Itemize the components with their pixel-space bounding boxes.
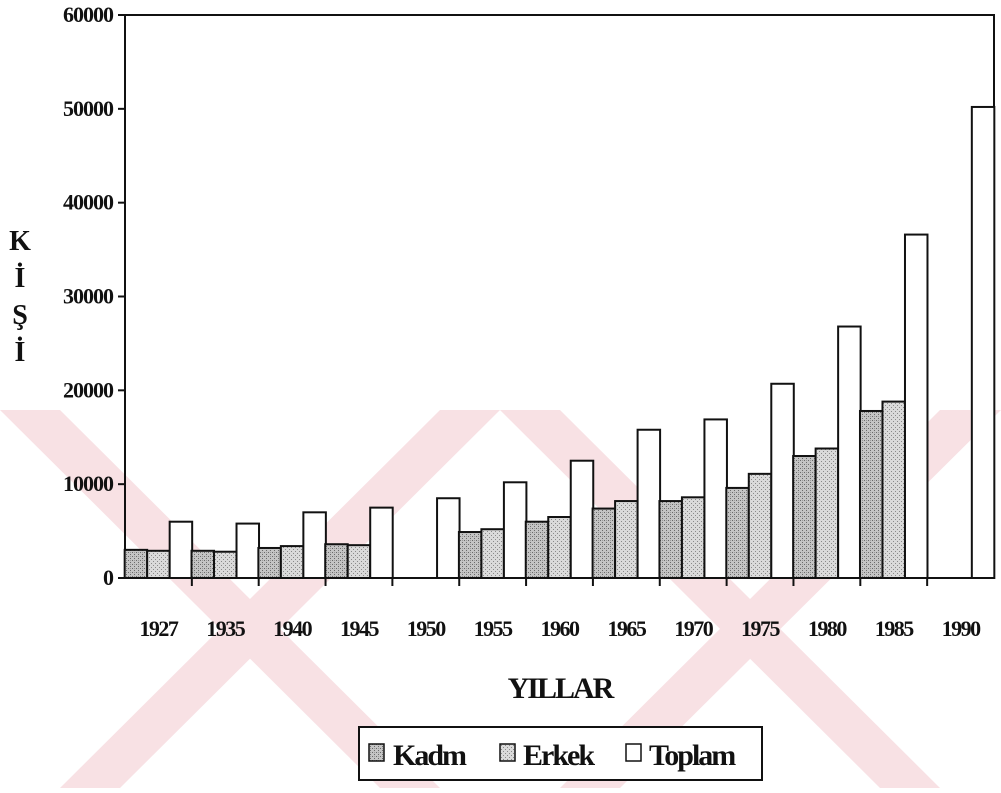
bar-toplam	[369, 506, 394, 579]
legend-frame	[358, 726, 763, 781]
x-tick-label: 1927	[139, 616, 179, 641]
bar-erkek	[480, 528, 505, 579]
x-tick-label: 1955	[474, 616, 514, 641]
bar-kadin	[858, 409, 884, 579]
bar-erkek	[747, 472, 773, 579]
bar-kadin	[792, 455, 817, 579]
y-tick-label: 0	[103, 565, 114, 590]
y-tick-label: 10000	[63, 471, 114, 496]
x-axis: 1927 1935 1940 1945 1950 1955 1960 1965 1970 1975…	[139, 578, 983, 641]
bar-toplam	[436, 497, 461, 579]
y-tick-label: 40000	[63, 190, 114, 215]
bar-erkek	[680, 496, 706, 580]
y-axis-title-char: Ş	[12, 300, 28, 331]
bar-toplam	[970, 105, 996, 579]
bar-kadin	[591, 507, 617, 579]
bar-kadin	[190, 549, 216, 579]
x-tick-label: 1965	[607, 616, 647, 641]
x-tick-label: 1940	[273, 616, 313, 641]
y-axis-title-char: İ	[15, 263, 26, 294]
bar-toplam	[168, 520, 194, 580]
y-tick-label: 60000	[63, 2, 114, 27]
x-tick-label: 1970	[674, 616, 714, 641]
bar-erkek	[213, 550, 238, 580]
bar-toplam	[837, 325, 862, 579]
bar-erkek	[279, 545, 305, 580]
bar-toplam	[302, 511, 327, 579]
bar-kadin	[457, 531, 483, 579]
legend-label-erkek: Erkek	[523, 739, 595, 772]
x-tick-label: 1945	[340, 616, 380, 641]
bar-toplam	[903, 233, 929, 579]
y-tick-label: 50000	[63, 96, 114, 121]
bar-kadin	[123, 548, 149, 579]
bar-kadin	[658, 500, 683, 580]
bar-erkek	[881, 400, 906, 579]
bar-kadin	[257, 546, 282, 579]
x-tick-label: 1980	[808, 616, 848, 641]
bar-toplam	[636, 428, 662, 580]
bar-erkek	[346, 544, 372, 579]
bar-erkek	[547, 516, 572, 580]
x-axis-title: YILLAR	[508, 672, 615, 705]
bar-kadin	[324, 543, 349, 579]
x-tick-label: 1990	[942, 616, 982, 641]
legend-label-toplam: Toplam	[649, 739, 736, 772]
bar-erkek	[814, 447, 840, 580]
y-tick-label: 20000	[63, 377, 114, 402]
legend-label-kadin: Kadm	[393, 739, 467, 772]
bar-toplam	[502, 481, 528, 580]
bar-series-group	[123, 105, 996, 580]
legend: Kadm Erkek Toplam	[358, 726, 763, 781]
bar-erkek	[614, 500, 639, 580]
x-tick-label: 1950	[407, 616, 447, 641]
bar-toplam	[235, 522, 261, 579]
bar-kadin	[725, 486, 750, 580]
x-tick-label: 1975	[741, 616, 781, 641]
bar-toplam	[703, 418, 728, 579]
legend-swatch-erkek	[499, 743, 516, 762]
bar-kadin	[524, 520, 550, 580]
y-axis: 0 10000 20000 30000 40000 50000 60000	[63, 2, 125, 590]
x-tick-label: 1985	[875, 616, 915, 641]
bar-toplam	[770, 382, 795, 580]
x-tick-label: 1960	[541, 616, 581, 641]
y-tick-label: 30000	[63, 284, 114, 309]
bar-erkek	[146, 549, 171, 579]
legend-swatch-toplam	[625, 743, 642, 762]
x-tick-label: 1935	[206, 616, 246, 641]
y-axis-title-char: K	[9, 226, 31, 257]
bar-toplam	[569, 459, 595, 580]
legend-swatch-kadin	[368, 743, 385, 762]
y-axis-title-char: İ	[15, 337, 26, 368]
